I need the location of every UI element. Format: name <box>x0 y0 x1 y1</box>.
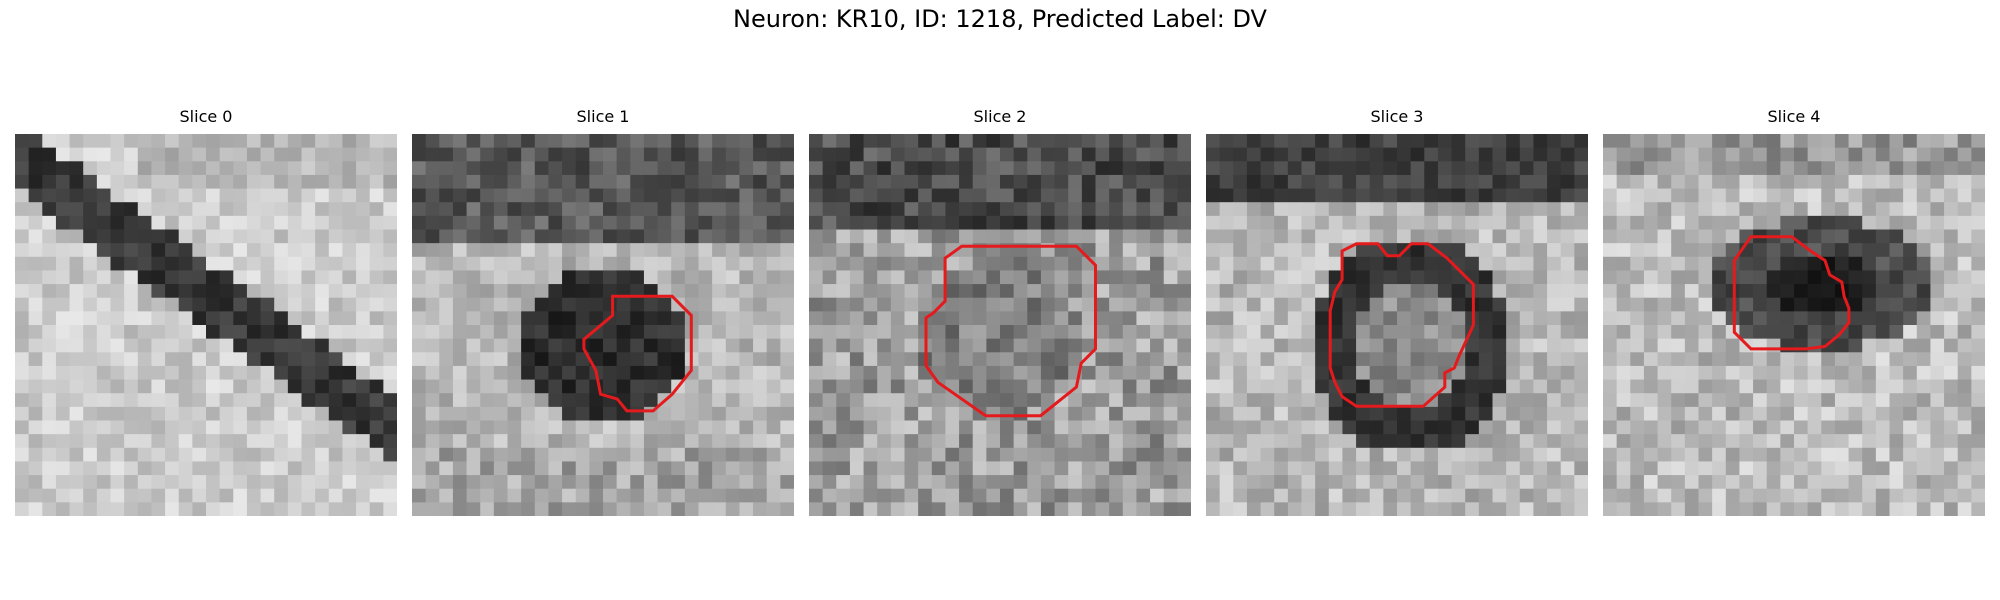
slice-panel-4: Slice 4 <box>1603 105 1985 516</box>
pixel-grid <box>1603 134 1985 516</box>
slice-image-4 <box>1603 134 1985 516</box>
slice-image-3 <box>1206 134 1588 516</box>
slice-panel-1: Slice 1 <box>412 105 794 516</box>
slice-panel-3: Slice 3 <box>1206 105 1588 516</box>
slice-image-2 <box>809 134 1191 516</box>
slice-image-0 <box>15 134 397 516</box>
slice-panel-2: Slice 2 <box>809 105 1191 516</box>
slice-title-2: Slice 2 <box>809 105 1191 129</box>
pixel-grid <box>809 134 1191 516</box>
figure-title: Neuron: KR10, ID: 1218, Predicted Label:… <box>0 5 2000 33</box>
slice-title-4: Slice 4 <box>1603 105 1985 129</box>
pixel-grid <box>1206 134 1588 516</box>
slice-image-1 <box>412 134 794 516</box>
slice-title-0: Slice 0 <box>15 105 397 129</box>
pixel-grid <box>15 134 397 516</box>
slice-title-1: Slice 1 <box>412 105 794 129</box>
slice-title-3: Slice 3 <box>1206 105 1588 129</box>
slice-panel-0: Slice 0 <box>15 105 397 516</box>
